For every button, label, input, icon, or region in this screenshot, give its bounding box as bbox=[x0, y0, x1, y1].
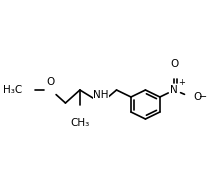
Text: NH: NH bbox=[93, 90, 109, 100]
Text: N: N bbox=[171, 85, 178, 95]
Text: O: O bbox=[47, 77, 55, 87]
Text: +: + bbox=[179, 78, 185, 87]
Text: CH₃: CH₃ bbox=[70, 118, 89, 128]
Text: H₃C: H₃C bbox=[3, 85, 22, 95]
Text: −: − bbox=[199, 92, 207, 102]
Text: O: O bbox=[194, 92, 202, 102]
Text: O: O bbox=[170, 59, 178, 69]
